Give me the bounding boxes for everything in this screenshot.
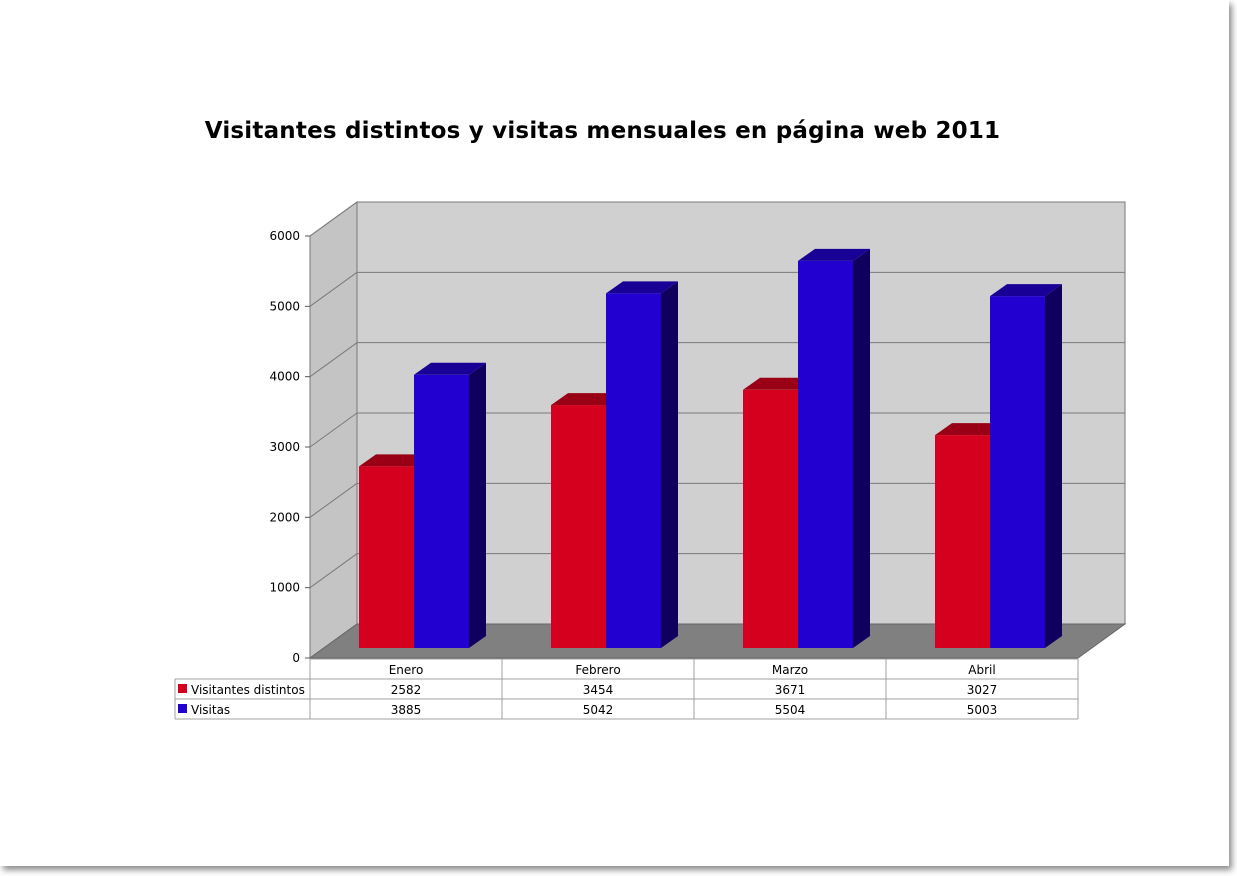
bar-side xyxy=(853,248,870,649)
data-table: Enero Febrero Marzo Abril Visitantes distint… xyxy=(174,658,1079,720)
bar-top xyxy=(798,248,870,261)
legend-swatch xyxy=(178,704,187,713)
bar-visitas-marzo xyxy=(798,248,870,649)
gridline-side xyxy=(309,553,358,589)
x-tick-label: Febrero xyxy=(575,663,620,677)
bar-top xyxy=(743,377,815,390)
bar-visitas-abril xyxy=(990,284,1062,648)
y-tick-label: 0 xyxy=(292,651,300,665)
bar-top xyxy=(551,393,623,406)
bar-front xyxy=(743,389,798,648)
x-tick-label: Abril xyxy=(968,663,995,677)
bar-top xyxy=(606,281,678,294)
gridline-side xyxy=(309,201,358,237)
y-tick-label: 3000 xyxy=(269,440,300,454)
bar-front xyxy=(990,296,1045,648)
gridline-side xyxy=(309,271,358,307)
legend-label: Visitantes distintos xyxy=(191,683,305,697)
bar-front xyxy=(606,293,661,648)
bars xyxy=(359,248,1062,649)
y-axis: 0 1000 2000 3000 4000 5000 6000 xyxy=(269,229,310,665)
data-label: 5003 xyxy=(967,703,998,717)
gridline-side xyxy=(309,342,358,378)
bar-visitas-febrero xyxy=(606,281,678,648)
chart-title: Visitantes distintos y visitas mensuales… xyxy=(204,118,1001,144)
y-tick-label: 1000 xyxy=(269,581,300,595)
bar-front xyxy=(798,260,853,648)
bar-side xyxy=(1045,284,1062,648)
gridline-side xyxy=(309,412,358,448)
bar-front xyxy=(414,374,469,648)
y-tick-label: 5000 xyxy=(269,299,300,313)
x-tick-label: Enero xyxy=(389,663,424,677)
bar-top xyxy=(359,454,431,467)
data-label: 3671 xyxy=(775,683,806,697)
legend-label: Visitas xyxy=(191,703,230,717)
bar-side xyxy=(469,362,486,648)
data-label: 3454 xyxy=(583,683,614,697)
data-label: 5042 xyxy=(583,703,614,717)
y-tick-label: 6000 xyxy=(269,229,300,243)
bar-front xyxy=(551,405,606,648)
gridline-side xyxy=(309,482,358,518)
y-tick-label: 4000 xyxy=(269,370,300,384)
bar-top xyxy=(990,284,1062,297)
bar-visitas-enero xyxy=(414,362,486,648)
legend-swatch xyxy=(178,684,187,693)
data-label: 2582 xyxy=(391,683,422,697)
data-label: 3027 xyxy=(967,683,998,697)
bar-side xyxy=(661,281,678,648)
bar-front xyxy=(935,435,990,648)
data-label: 3885 xyxy=(391,703,422,717)
x-tick-label: Marzo xyxy=(772,663,808,677)
floor xyxy=(308,623,1127,659)
data-label: 5504 xyxy=(775,703,806,717)
bar-top xyxy=(414,362,486,375)
bar-top xyxy=(935,423,1007,436)
y-tick-label: 2000 xyxy=(269,510,300,524)
bar-front xyxy=(359,466,414,648)
